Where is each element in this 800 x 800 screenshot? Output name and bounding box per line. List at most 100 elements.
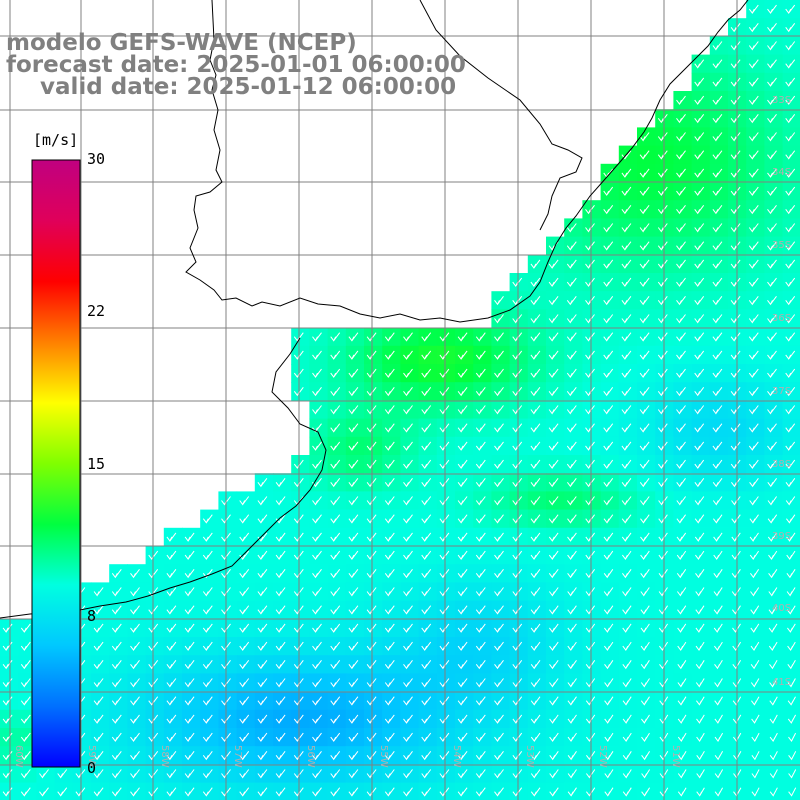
wind-arrow	[475, 332, 486, 342]
wind-arrow	[275, 478, 286, 488]
wind-arrow	[748, 441, 759, 451]
wind-arrow	[330, 623, 341, 633]
wind-arrow	[731, 532, 741, 542]
wind-arrow	[512, 350, 523, 360]
wind-arrow	[475, 660, 486, 670]
wind-arrow	[767, 387, 777, 397]
wind-cell	[782, 637, 800, 656]
wind-arrow	[694, 114, 705, 124]
wind-arrow	[93, 660, 104, 670]
wind-arrow	[677, 623, 687, 633]
wind-arrow	[421, 496, 432, 506]
wind-arrow	[714, 660, 723, 670]
wind-cell	[709, 728, 729, 747]
wind-arrow	[639, 314, 650, 324]
wind-arrow	[330, 423, 341, 433]
wind-arrow	[767, 95, 777, 106]
wind-arrow	[312, 368, 322, 379]
colorbar-tick-15: 15	[87, 455, 106, 473]
wind-arrow	[330, 350, 341, 360]
wind-arrow	[640, 587, 650, 597]
wind-arrow	[713, 514, 723, 524]
wind-arrow	[403, 350, 413, 360]
wind-arrow	[348, 405, 359, 415]
wind-arrow	[403, 368, 413, 379]
wind-arrow	[548, 423, 559, 433]
wind-arrow	[749, 532, 759, 542]
wind-arrow	[676, 459, 686, 470]
wind-arrow	[20, 641, 31, 652]
wind-arrow	[694, 168, 705, 178]
wind-arrow	[767, 350, 777, 360]
wind-arrow	[640, 496, 650, 506]
wind-arrow	[748, 150, 759, 160]
wind-arrow	[621, 387, 632, 397]
wind-arrow	[767, 514, 778, 524]
wind-arrow	[712, 223, 723, 233]
wind-arrow	[494, 368, 504, 379]
wind-arrow	[768, 623, 778, 633]
wind-arrow	[312, 569, 322, 579]
wind-arrow	[439, 478, 450, 488]
wind-arrow	[494, 459, 504, 470]
wind-arrow	[366, 441, 377, 451]
wind-arrow	[239, 532, 250, 542]
wind-arrow	[439, 441, 450, 451]
wind-arrow	[677, 605, 687, 615]
wind-arrow	[621, 405, 632, 415]
wind-arrow	[749, 478, 759, 488]
wind-arrow	[2, 660, 13, 670]
wind-arrow	[566, 259, 577, 269]
wind-arrow	[202, 623, 213, 633]
wind-arrow	[530, 259, 541, 269]
wind-arrow	[768, 550, 778, 561]
wind-arrow	[421, 569, 432, 579]
wind-arrow	[603, 532, 614, 542]
wind-vectors	[2, 4, 797, 797]
wind-arrow	[530, 496, 541, 506]
wind-arrow	[712, 95, 723, 106]
wind-arrow	[512, 496, 523, 506]
wind-arrow	[567, 514, 577, 524]
wind-arrow	[695, 550, 705, 561]
wind-arrow	[421, 605, 432, 615]
wind-arrow	[421, 423, 432, 433]
wind-arrow	[566, 423, 577, 433]
wind-arrow	[622, 569, 632, 579]
wind-arrow	[330, 496, 341, 506]
wind-cell	[764, 764, 784, 784]
wind-arrow	[750, 660, 760, 670]
wind-arrow	[548, 478, 559, 488]
wind-arrow	[639, 186, 650, 197]
wind-arrow	[257, 478, 268, 488]
wind-arrow	[639, 332, 650, 342]
wind-arrow	[621, 223, 632, 233]
wind-arrow	[585, 459, 595, 470]
wind-arrow	[494, 605, 504, 615]
wind-arrow	[494, 387, 504, 397]
wind-arrow	[622, 660, 632, 670]
wind-cell	[764, 782, 784, 800]
wind-arrow	[585, 478, 595, 488]
wind-cell	[600, 782, 620, 800]
wind-arrow	[567, 641, 577, 652]
wind-arrow	[457, 587, 468, 597]
wind-arrow	[748, 314, 759, 324]
wind-arrow	[166, 550, 177, 561]
wind-arrow	[202, 514, 213, 524]
wind-arrow	[548, 387, 559, 397]
wind-arrow	[621, 205, 632, 215]
wind-arrow	[512, 423, 523, 433]
wind-arrow	[639, 405, 650, 415]
wind-arrow	[785, 186, 796, 197]
wind-arrow	[712, 259, 723, 269]
wind-arrow	[494, 423, 504, 433]
wind-arrow	[530, 623, 541, 633]
wind-arrow	[548, 569, 559, 579]
wind-arrow	[676, 532, 687, 542]
wind-arrow	[403, 605, 413, 615]
wind-arrow	[585, 605, 596, 615]
wind-arrow	[330, 405, 341, 415]
wind-arrow	[384, 478, 395, 488]
wind-arrow	[603, 441, 614, 451]
